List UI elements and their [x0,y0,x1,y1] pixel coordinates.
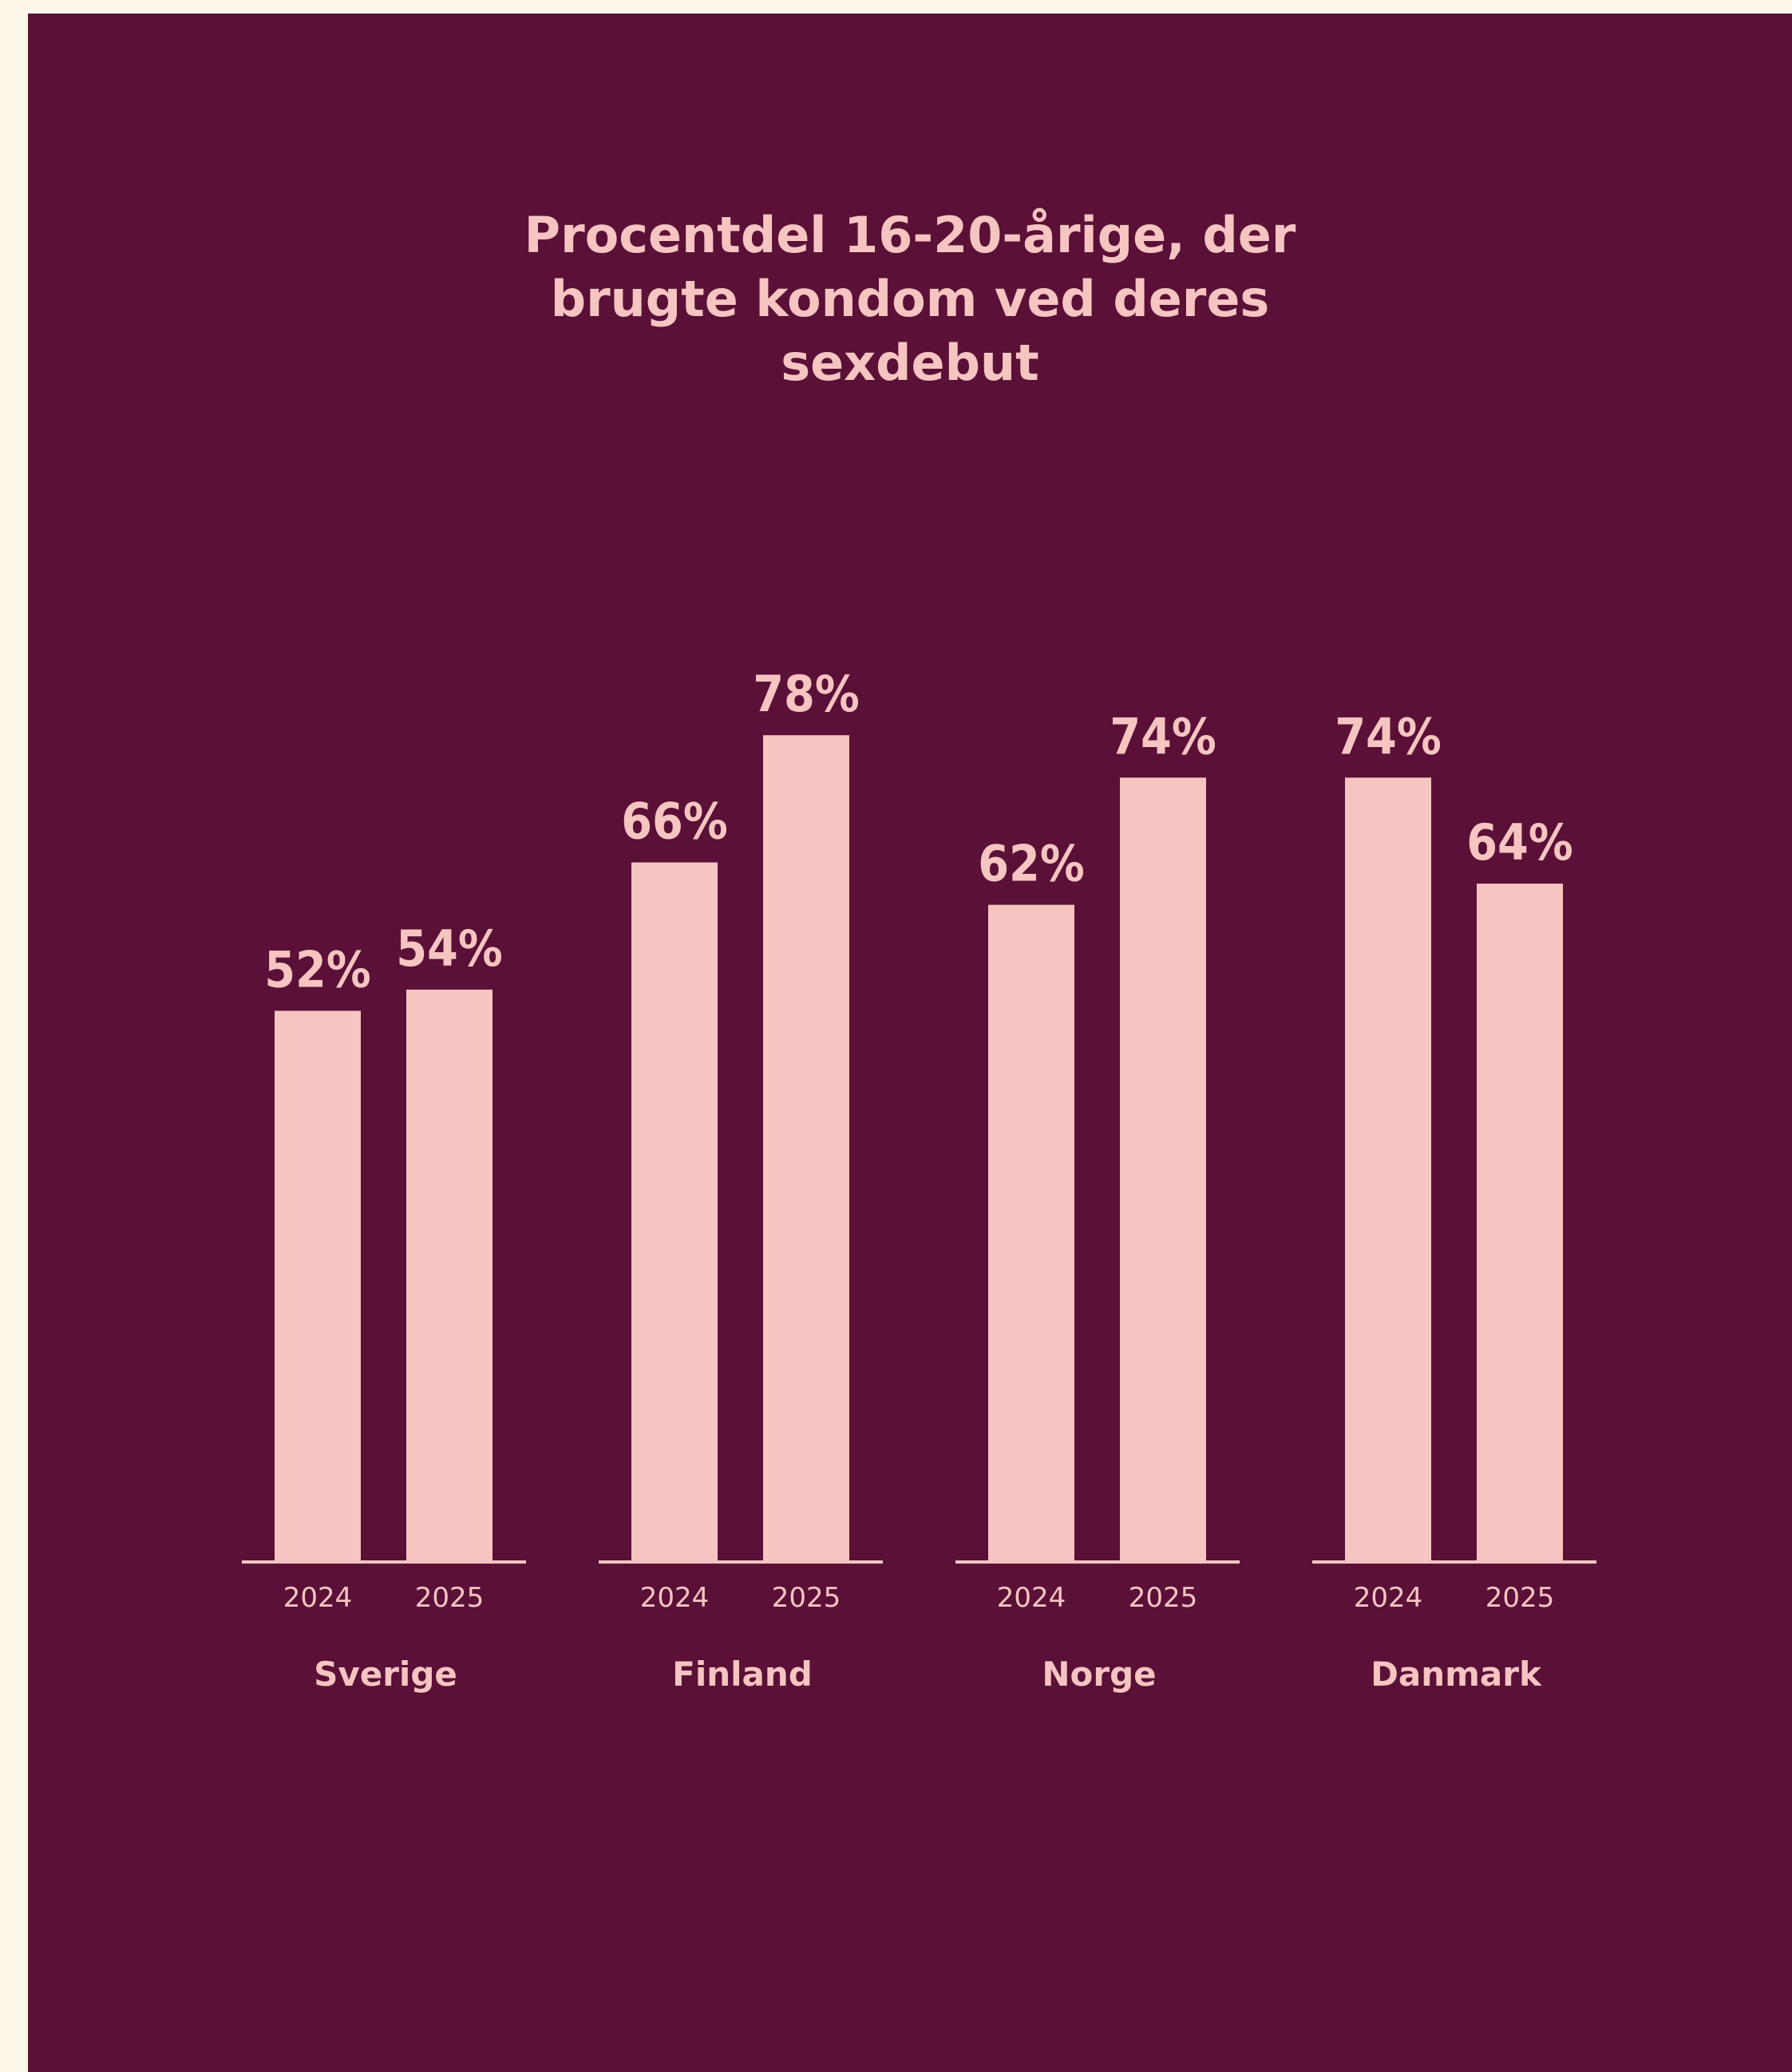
value-label-finland-2025: 78% [753,665,860,723]
year-label-norge-2025: 2025 [1129,1582,1198,1614]
value-label-norge-2025: 74% [1110,707,1216,765]
bar-finland-2024 [631,862,718,1562]
bar-sverige-2025 [406,989,493,1562]
country-label-norge: Norge [1042,1655,1156,1694]
year-label-danmark-2025: 2025 [1485,1582,1555,1614]
chart-title-line-3: sexdebut [781,334,1039,392]
value-label-finland-2024: 66% [621,793,728,851]
bar-danmark-2024 [1345,777,1431,1562]
bar-norge-2024 [988,904,1074,1562]
year-label-norge-2024: 2024 [997,1582,1066,1614]
chart-panel: Procentdel 16-20-årige, der brugte kondo… [28,14,1792,2072]
year-label-sverige-2025: 2025 [415,1582,485,1614]
year-label-danmark-2024: 2024 [1354,1582,1423,1614]
chart-title-line-1: Procentdel 16-20-årige, der [524,206,1296,264]
year-label-finland-2024: 2024 [640,1582,710,1614]
bar-norge-2025 [1120,777,1206,1562]
chart-title-line-2: brugte kondom ved deres [550,270,1270,328]
bar-danmark-2025 [1477,884,1563,1562]
country-label-sverige: Sverige [314,1655,457,1694]
year-label-finland-2025: 2025 [772,1582,841,1614]
value-label-sverige-2024: 52% [264,940,371,998]
year-label-sverige-2024: 2024 [283,1582,353,1614]
country-label-danmark: Danmark [1371,1655,1542,1694]
value-label-sverige-2025: 54% [396,919,503,978]
value-label-norge-2024: 62% [978,835,1085,893]
value-label-danmark-2025: 64% [1466,813,1573,872]
country-label-finland: Finland [672,1655,813,1694]
chart-title: Procentdel 16-20-årige, der brugte kondo… [28,204,1792,395]
bar-sverige-2024 [275,1010,361,1562]
bar-chart: 52% 2024 54% 2025 Sverige 66% 2024 78% 2025 Finla… [242,665,1596,1694]
bar-finland-2025 [763,735,849,1563]
value-label-danmark-2024: 74% [1335,707,1442,765]
